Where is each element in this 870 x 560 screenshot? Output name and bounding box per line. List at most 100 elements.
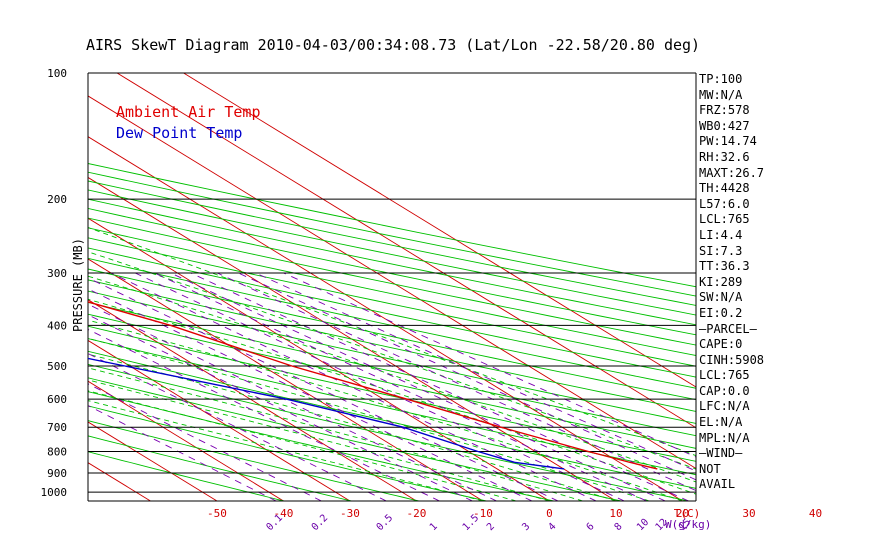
moist-adiabat-line [88, 319, 683, 501]
dry-adiabat-line [88, 189, 696, 316]
background-lines [0, 73, 696, 501]
stat-item: PW:14.74 [699, 134, 757, 149]
stat-item: —WIND— [699, 446, 743, 461]
mixing-ratio-tick-label: 3 [520, 521, 532, 533]
mixing-ratio-line [88, 277, 559, 501]
dry-adiabat-line [88, 279, 696, 412]
mixing-ratio-line [255, 272, 696, 472]
dry-adiabat-line [88, 237, 696, 367]
stat-item: LFC:N/A [699, 399, 750, 414]
stat-item: EI:0.2 [699, 305, 743, 320]
mixing-ratio-tick-label: 6 [585, 521, 597, 533]
mixing-ratio-line [135, 272, 625, 501]
mixing-ratio-line [110, 272, 597, 501]
mixing-ratio-tick-label: 1 [428, 521, 440, 533]
isotherm-line [88, 339, 351, 501]
mixing-ratio-tick-label: 10 [635, 517, 651, 533]
stat-item: —PARCEL— [699, 321, 757, 336]
mixing-ratio-line [154, 272, 647, 501]
bottom-temp-tick-label: 0 [546, 507, 553, 520]
dry-adiabat-line [88, 313, 696, 449]
mixing-ratio-tick-label: 4 [546, 521, 558, 533]
dry-adiabat-line [88, 350, 696, 489]
mixing-ratio-line [88, 353, 387, 501]
stat-item: SW:N/A [699, 290, 743, 305]
mixing-ratio-tick-label: 0.5 [375, 513, 396, 534]
pressure-tick-label: 100 [47, 67, 67, 80]
bottom-temp-tick-label: 40 [809, 507, 822, 520]
stat-item: CAPE:0 [699, 337, 743, 352]
dry-adiabat-line [88, 180, 696, 306]
dry-adiabat-line [88, 377, 622, 501]
isotherm-line [0, 73, 18, 501]
stat-item: RH:32.6 [699, 149, 750, 164]
dry-adiabat-line [88, 217, 696, 346]
stat-item: FRZ:578 [699, 103, 750, 118]
stat-item: LCL:765 [699, 368, 750, 383]
pressure-tick-label: 500 [47, 360, 67, 373]
pressure-tick-label: 900 [47, 467, 67, 480]
mixing-ratio-line [88, 303, 497, 501]
pressure-tick-label: 600 [47, 393, 67, 406]
chart-title: AIRS SkewT Diagram 2010-04-03/00:34:08.7… [86, 36, 701, 54]
stat-item: KI:289 [699, 274, 743, 289]
profile-lines [88, 301, 658, 470]
stat-item: MW:N/A [699, 87, 743, 102]
stat-item: LI:4.4 [699, 227, 743, 242]
isobar-lines [87, 72, 697, 502]
stat-item: WB0:427 [699, 118, 750, 133]
stat-item: CAP:0.0 [699, 383, 750, 398]
dry-adiabat-line [88, 171, 696, 297]
stat-item: TT:36.3 [699, 259, 750, 274]
mixing-ratio-line [88, 405, 277, 501]
isotherm-line [88, 380, 284, 501]
pressure-tick-label: 1000 [41, 486, 68, 499]
stat-item: NOT [699, 461, 721, 476]
dry-adiabat-line [88, 227, 696, 356]
mixing-ratio-line [238, 272, 696, 481]
stat-item: SI:7.3 [699, 243, 743, 258]
moist-adiabat-line [88, 337, 650, 501]
pressure-tick-label: 700 [47, 421, 67, 434]
y-axis-label: PRESSURE (MB) [71, 238, 85, 332]
mixing-ratio-line [283, 272, 696, 458]
stat-item: LCL:765 [699, 212, 750, 227]
x-axis-label: T(C) [674, 507, 701, 520]
pressure-tick-label: 200 [47, 193, 67, 206]
moist-adiabat-line [88, 275, 696, 483]
stat-item: CINH:5908 [699, 352, 765, 367]
mixing-ratio-line [88, 314, 473, 501]
bottom-temp-tick-label: -30 [340, 507, 360, 520]
isotherm-line [88, 299, 417, 501]
dry-adiabat-line [88, 208, 696, 336]
bottom-temp-tick-label: -10 [473, 507, 493, 520]
dry-adiabat-line [88, 338, 696, 476]
dry-adiabat-line [88, 163, 696, 288]
moist-adiabat-line [88, 226, 696, 457]
isotherm-line [183, 73, 696, 388]
dry-adiabat-line [88, 325, 696, 462]
dry-adiabat-line [88, 363, 689, 501]
dry-adiabat-line [88, 420, 419, 501]
legend: Ambient Air Temp Dew Point Temp [116, 103, 261, 142]
bottom-temp-tick-label: -20 [407, 507, 427, 520]
stability-indices-panel: TP:100 MW:N/A FRZ:578 WB0:427 PW:14.74 RH:32.… [699, 72, 870, 493]
mixing-ratio-line [170, 272, 666, 501]
pressure-tick-label: 400 [47, 319, 67, 332]
isotherm-line [88, 421, 218, 501]
ambient-air-temp-line [88, 301, 658, 470]
mixing-ratio-tick-label: 0.2 [310, 513, 331, 534]
bottom-temp-tick-label: 10 [609, 507, 622, 520]
bottom-temp-tick-label: 20 [676, 507, 689, 520]
moist-adiabat-line [88, 251, 696, 470]
moist-adiabat-line [88, 390, 517, 501]
mixing-ratio-line [88, 288, 533, 501]
stat-item: EL:N/A [699, 415, 743, 430]
stat-item: TH:4428 [699, 181, 750, 196]
isotherm-line [116, 73, 696, 429]
mixing-ratio-line [190, 272, 689, 501]
mixing-ratio-line [88, 328, 440, 501]
dry-adiabat-line [88, 198, 696, 326]
isotherm-line [88, 95, 696, 470]
